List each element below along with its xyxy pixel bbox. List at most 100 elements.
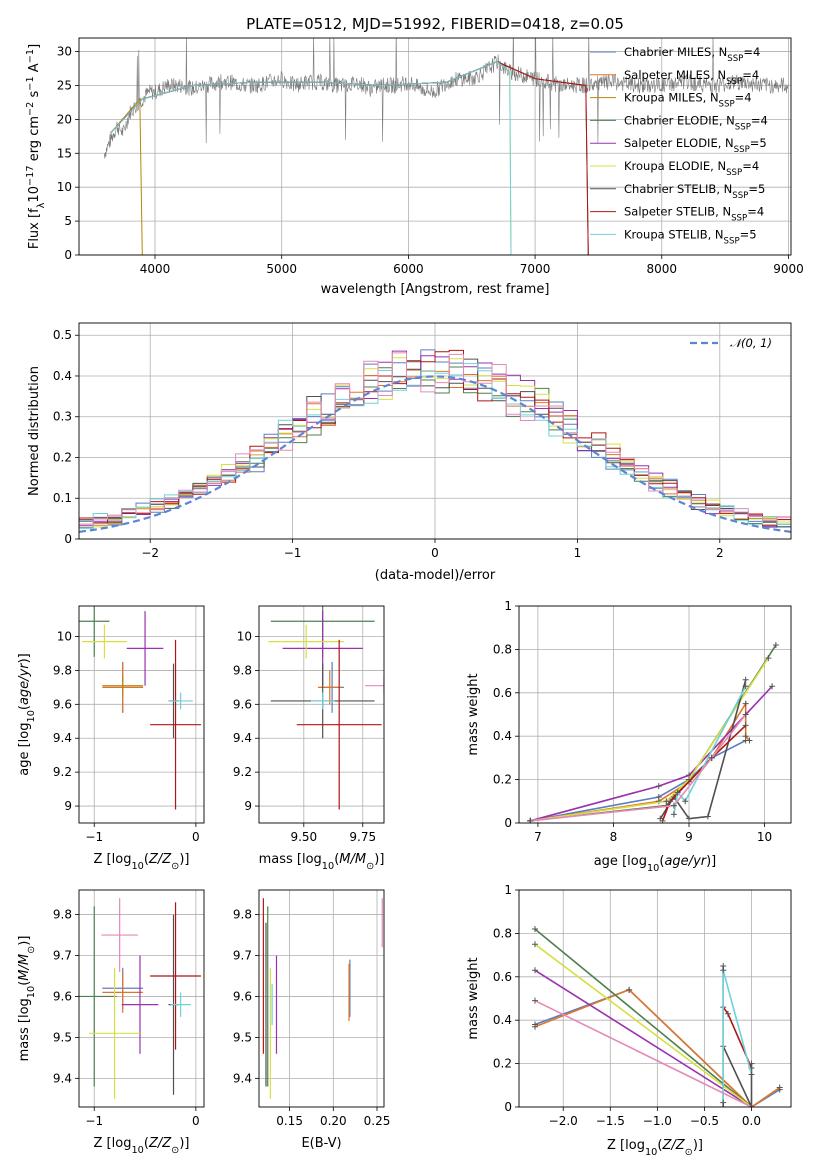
mass_vs_EBV-axes: 0.15 0.20 0.25 9.4 9.5 9.6 9.7 9.8 E(B-V): [233, 889, 391, 1151]
mass_vs_EBV-xtick-label-1: 0.20: [320, 1114, 347, 1128]
residuals-legend: 𝒩(0, 1): [690, 336, 772, 350]
residuals-ytick-label-4: 0.4: [53, 369, 72, 383]
massweight_vs_Z-xtick-label-2: −1.0: [643, 1114, 672, 1128]
age_vs_Z-ylabel: age [log10(age/yr)]: [17, 653, 37, 776]
massweight_vs_age-line-3: [530, 685, 773, 822]
age_vs_Z-ytick-label-0: 9: [64, 799, 72, 813]
residuals-xlabel: (data-model)/error: [375, 568, 496, 583]
spectrum-xtick-label-3: 7000: [520, 262, 551, 276]
spectrum-legend: Chabrier MILES, NSSP=4 Salpeter MILES, NS…: [590, 45, 768, 246]
mass_vs_EBV-frame: [258, 889, 385, 1108]
residuals-xtick-label-2: 0: [431, 546, 439, 560]
spectrum-xtick-label-0: 4000: [140, 262, 171, 276]
mass_vs_Z-ylabel: mass [log10(M/M⊙)]: [17, 936, 37, 1062]
age_vs_Z-ytick-label-1: 9.2: [53, 765, 72, 779]
massweight_vs_age-plot-area: [527, 642, 779, 823]
age_vs_Z-xlabel: Z [log10(Z/Z⊙)]: [94, 852, 190, 872]
age_vs_mass-errorbar-1: [317, 670, 342, 705]
spectrum-plot-area: [104, 38, 789, 255]
spectrum-axes: 4000 5000 6000 7000 8000 9000 0 5 10 15 20 25 30 wave…: [25, 37, 804, 297]
massweight_vs_age-marker-6-3: [742, 722, 749, 729]
residuals-ytick-label-1: 0.1: [53, 491, 72, 505]
age_vs_mass-axes: 9.50 9.75 9 9.2 9.4 9.6 9.8 10 mass [log10(M/M⊙)…: [233, 605, 385, 872]
residuals-ylabel: Normed distribution: [27, 366, 42, 496]
spectrum-ytick-label-6: 30: [57, 45, 72, 59]
mass_vs_Z-ytick-label-0: 9.4: [53, 1071, 72, 1085]
massweight_vs_Z-ytick-label-2: 0.4: [493, 1013, 512, 1027]
age_vs_mass-xlabel: mass [log10(M/M⊙)]: [259, 852, 385, 872]
massweight_vs_age-marker-7-1: [674, 789, 681, 796]
spectrum-ytick-label-0: 0: [64, 248, 72, 262]
spectrum-legend-label-2: Kroupa MILES, NSSP=4: [624, 91, 752, 110]
residuals-ytick-label-5: 0.5: [53, 328, 72, 342]
mass_vs_Z-ytick-label-4: 9.8: [53, 908, 72, 922]
mass_vs_Z-xtick-label-0: −1: [85, 1114, 103, 1128]
age_vs_Z-ytick-label-3: 9.6: [53, 697, 72, 711]
massweight_vs_Z-marker-8-1: [748, 1104, 755, 1107]
massweight_vs_Z-marker-4-0: [532, 941, 538, 948]
massweight_vs_age-marker-1-5: [742, 733, 749, 740]
spectrum-observed-line: [104, 38, 789, 159]
age_vs_mass-grid: [259, 606, 384, 823]
age_vs_mass-errorbar-4: [268, 624, 344, 659]
massweight_vs_age-marker-1-4: [742, 700, 749, 707]
massweight_vs_Z-marker-1-3: [776, 1084, 783, 1091]
spectrum-ytick-label-4: 20: [57, 112, 72, 126]
age_vs_mass-ytick-label-4: 9.8: [233, 663, 252, 677]
massweight_vs_age-marker-4-3: [765, 655, 772, 662]
spectrum-legend-label-6: Chabrier STELIB, NSSP=5: [624, 182, 765, 201]
age_vs_Z-ytick-label-5: 10: [57, 630, 72, 644]
mass_vs_Z-ytick-label-3: 9.7: [53, 949, 72, 963]
spectrum-legend-label-4: Salpeter ELODIE, NSSP=5: [624, 136, 767, 155]
massweight_vs_age-marker-7-3: [742, 683, 749, 690]
mass_vs_EBV-plot-area: [262, 898, 383, 1099]
massweight_vs_Z-ylabel: mass weight: [466, 957, 481, 1039]
mass_vs_EBV-xtick-label-0: 0.15: [276, 1114, 303, 1128]
massweight_vs_age-ytick-label-2: 0.4: [493, 729, 512, 743]
massweight_vs_age-marker-8-3: [742, 711, 749, 718]
age_vs_Z-errorbar-4: [126, 611, 164, 686]
spectrum-series-line-2: [110, 97, 143, 255]
massweight_vs_Z-xtick-label-3: −0.5: [690, 1114, 719, 1128]
massweight_vs_Z-marker-3-0: [532, 967, 538, 974]
massweight_vs_Z-marker-7-0: [720, 1099, 727, 1106]
massweight_vs_Z-xtick-label-4: 0.0: [742, 1114, 761, 1128]
spectrum-xtick-label-1: 5000: [266, 262, 297, 276]
residuals-ytick-label-3: 0.3: [53, 410, 72, 424]
age_vs_Z-errorbar-7: [150, 639, 201, 810]
massweight_vs_Z-xlabel: Z [log10(Z/Z⊙)]: [607, 1138, 703, 1158]
mass_vs_Z-ytick-label-2: 9.6: [53, 989, 72, 1003]
spectrum-xlabel: wavelength [Angstrom, rest frame]: [321, 282, 550, 297]
spectrum-ytick-label-3: 15: [57, 146, 72, 160]
massweight_vs_Z-line-1: [534, 988, 781, 1107]
age_vs_Z-xtick-label-1: 0: [192, 830, 200, 844]
figure-title: PLATE=0512, MJD=51992, FIBERID=0418, z=0…: [246, 15, 624, 33]
residuals-axes: −2 −1 0 1 2 0 0.1 0.2 0.3 0.4 0.5 (data-model)/erro…: [27, 322, 792, 583]
age_vs_Z-xtick-label-0: −1: [85, 830, 103, 844]
mass_vs_EBV-xlabel: E(B-V): [301, 1136, 341, 1151]
massweight_vs_Z-marker-7-1: [720, 967, 727, 974]
massweight_vs_age-marker-5-4: [742, 676, 749, 683]
massweight_vs_age-line-6: [661, 724, 747, 822]
massweight_vs_age-marker-7-0: [670, 811, 677, 818]
massweight_vs_Z-marker-1-1: [626, 986, 633, 993]
age_vs_mass-errorbar-7: [310, 692, 335, 710]
massweight_vs_age-marker-1-6: [746, 737, 753, 744]
residuals-xtick-label-3: 1: [574, 546, 582, 560]
mass_vs_EBV-grid: [259, 890, 384, 1107]
age_vs_Z-axes: −1 0 9 9.2 9.4 9.6 9.8 10 Z [log10(Z/Z⊙)] age [lo…: [17, 605, 205, 872]
residuals-plot-area: [79, 349, 791, 539]
spectrum-ytick-label-1: 5: [64, 214, 72, 228]
age_vs_mass-ytick-label-3: 9.6: [233, 697, 252, 711]
age_vs_mass-xtick-label-0: 9.50: [290, 830, 317, 844]
age_vs_mass-errorbar-6: [296, 639, 382, 810]
massweight_vs_Z-ytick-label-0: 0: [504, 1100, 512, 1114]
massweight_vs_age-marker-8-2: [708, 754, 715, 761]
massweight_vs_age-marker-3-1: [655, 783, 662, 790]
massweight_vs_age-xtick-label-3: 10: [757, 830, 772, 844]
massweight_vs_Z-ytick-label-4: 0.8: [493, 926, 512, 940]
massweight_vs_age-ytick-label-3: 0.6: [493, 686, 512, 700]
mass_vs_EBV-xtick-label-2: 0.25: [364, 1114, 391, 1128]
massweight_vs_Z-marker-6-1: [724, 1010, 731, 1017]
